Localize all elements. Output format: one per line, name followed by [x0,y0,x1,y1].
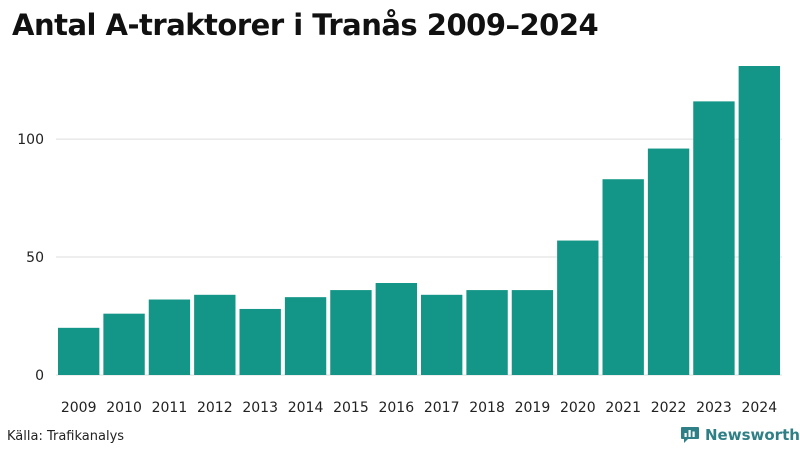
bar-2011 [148,299,191,375]
x-tick-label: 2010 [106,400,142,416]
source-note: Källa: Trafikanalys [7,429,125,444]
bar-2015 [330,290,372,375]
bars [58,66,780,375]
x-tick-label: 2022 [651,400,687,416]
bar-2019 [511,290,554,375]
bar-2022 [647,148,690,375]
bar-2017 [421,294,463,375]
bar-2013 [239,308,281,375]
x-tick-labels: 2009 2010 2011 2012 2013 2014 2015 2016 2017 2018… [61,400,777,416]
y-tick-label: 100 [17,132,44,148]
x-tick-label: 2021 [605,400,641,416]
x-tick-label: 2012 [197,400,233,416]
x-tick-label: 2017 [424,400,460,416]
bar-2016 [375,283,417,375]
x-tick-label: 2015 [333,400,369,416]
bar-2023 [693,101,735,375]
chart-title: Antal A-traktorer i Tranås 2009–2024 [12,8,599,42]
bar-2021 [602,179,644,375]
x-tick-label: 2023 [696,400,732,416]
x-tick-label: 2016 [378,400,414,416]
brand-name: Newsworthy [705,426,800,444]
x-tick-label: 2019 [515,400,551,416]
bar-2018 [466,290,508,375]
y-tick-label: 50 [26,250,44,266]
x-tick-label: 2013 [242,400,278,416]
newsworthy-logo-icon [681,427,699,443]
bar-2014 [284,297,327,375]
bar-2010 [103,313,145,375]
bar-2012 [194,294,236,375]
brand-logo: Newsworthy [680,426,800,444]
y-tick-labels: 0 50 100 [17,132,44,384]
y-tick-label: 0 [35,368,44,384]
x-tick-label: 2011 [152,400,188,416]
bar-2024 [738,66,780,375]
x-tick-label: 2014 [288,400,324,416]
bar-2020 [557,240,599,375]
bar-2009 [58,327,100,375]
x-tick-label: 2009 [61,400,97,416]
x-tick-label: 2020 [560,400,596,416]
x-tick-label: 2024 [741,400,777,416]
x-tick-label: 2018 [469,400,505,416]
